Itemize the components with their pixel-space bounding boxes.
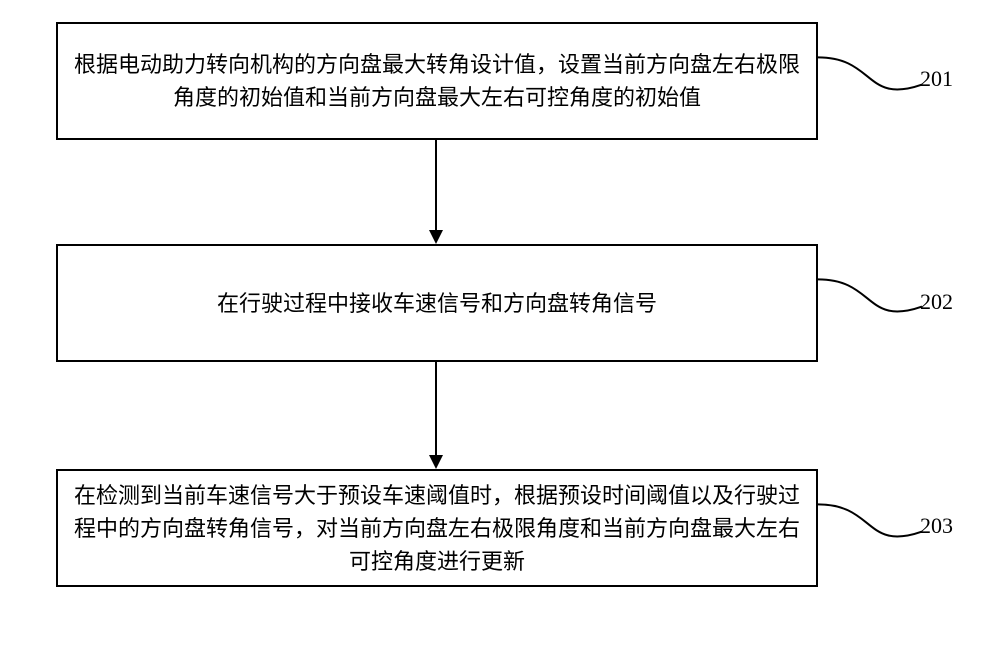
flowchart-label-1-text: 201 <box>920 66 953 91</box>
flowchart-label-2-text: 202 <box>920 289 953 314</box>
brace-2 <box>818 244 922 362</box>
flowchart-node-3: 在检测到当前车速信号大于预设车速阈值时，根据预设时间阈值以及行驶过程中的方向盘转… <box>56 469 818 587</box>
flowchart-node-1-text: 根据电动助力转向机构的方向盘最大转角设计值，设置当前方向盘左右极限角度的初始值和… <box>72 48 802 114</box>
brace-3 <box>818 469 922 587</box>
arrow-2-line <box>435 362 437 455</box>
flowchart-node-2-text: 在行驶过程中接收车速信号和方向盘转角信号 <box>217 287 657 320</box>
flowchart-node-2: 在行驶过程中接收车速信号和方向盘转角信号 <box>56 244 818 362</box>
flowchart-label-3-text: 203 <box>920 513 953 538</box>
flowchart-node-1: 根据电动助力转向机构的方向盘最大转角设计值，设置当前方向盘左右极限角度的初始值和… <box>56 22 818 140</box>
arrow-2-head <box>429 455 443 469</box>
flowchart-label-3: 203 <box>920 513 953 539</box>
arrow-1-head <box>429 230 443 244</box>
arrow-1-line <box>435 140 437 230</box>
flowchart-canvas: 根据电动助力转向机构的方向盘最大转角设计值，设置当前方向盘左右极限角度的初始值和… <box>0 0 1000 671</box>
brace-1 <box>818 22 922 140</box>
flowchart-label-2: 202 <box>920 289 953 315</box>
flowchart-node-3-text: 在检测到当前车速信号大于预设车速阈值时，根据预设时间阈值以及行驶过程中的方向盘转… <box>72 479 802 578</box>
flowchart-label-1: 201 <box>920 66 953 92</box>
